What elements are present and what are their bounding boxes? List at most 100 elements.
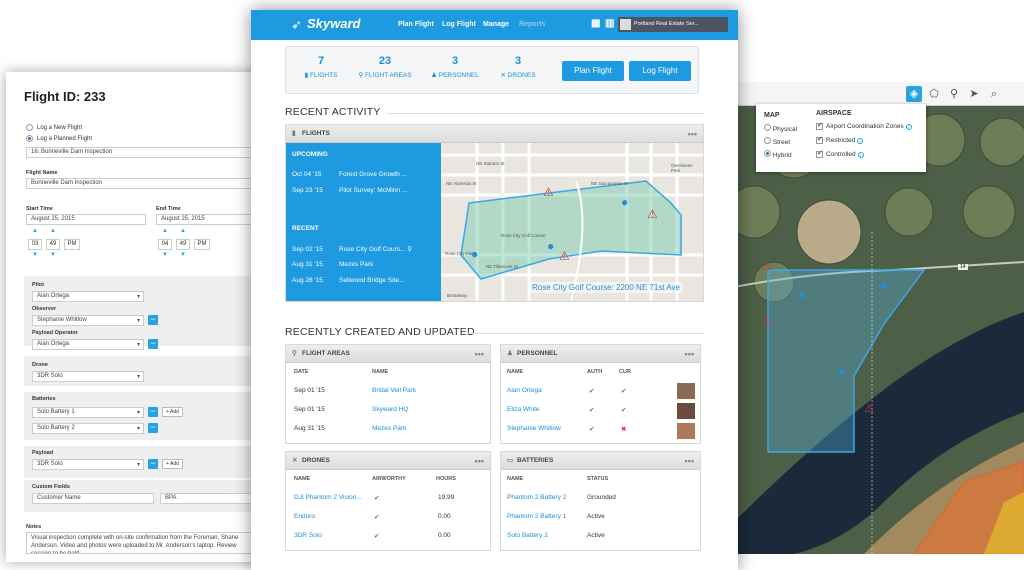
end-hour-up-icon[interactable]: ▲: [162, 228, 168, 234]
flight-name-input[interactable]: Bonneville Dam Inspection: [26, 178, 262, 189]
flight-area-link[interactable]: Mezes Park: [372, 425, 407, 432]
payload-select[interactable]: 3DR Solo: [32, 459, 144, 470]
organization-icon[interactable]: ▥: [605, 18, 615, 29]
flight-area-link[interactable]: Skyward HQ: [372, 406, 409, 413]
log-flight-button[interactable]: Log Flight: [629, 61, 691, 81]
stat-personnel[interactable]: 3 ♟ PERSONNEL: [431, 55, 479, 79]
drone-select[interactable]: 3DR Solo: [32, 371, 144, 382]
list-item[interactable]: Sep 02 '15 Rose City Golf Cours... ⚲: [292, 246, 413, 253]
pilot-select[interactable]: Alan Ortega: [32, 291, 144, 302]
planned-flight-field[interactable]: 16: Bonneville Dam Inspection: [26, 147, 262, 158]
remove-payload-button[interactable]: −: [148, 459, 158, 469]
map-pin-icon[interactable]: ●: [547, 239, 555, 253]
drone-link[interactable]: Enduro: [294, 513, 315, 520]
battery-1-select[interactable]: Solo Battery 1: [32, 407, 144, 418]
list-item[interactable]: Oct 04 '15 Forest Grove Growth ...: [292, 171, 407, 178]
remove-observer-button[interactable]: −: [148, 315, 158, 325]
warning-icon[interactable]: ⚠: [559, 249, 570, 263]
more-menu-icon[interactable]: •••: [684, 349, 694, 359]
end-ampm[interactable]: PM: [194, 239, 210, 250]
map-pin-icon[interactable]: ●: [798, 288, 806, 302]
info-icon[interactable]: i: [857, 151, 864, 158]
warning-icon[interactable]: ⚠: [543, 185, 554, 199]
battery-link[interactable]: Solo Battery 2: [507, 532, 548, 539]
navigate-icon[interactable]: ➤: [969, 88, 979, 100]
remove-battery-2-button[interactable]: −: [148, 423, 158, 433]
person-link[interactable]: Alan Ortega: [507, 387, 542, 394]
log-new-option[interactable]: Log a New Flight: [26, 124, 82, 131]
hour-up-icon[interactable]: ▲: [32, 228, 38, 234]
more-menu-icon[interactable]: •••: [474, 349, 484, 359]
start-ampm[interactable]: PM: [64, 239, 80, 250]
notes-textarea[interactable]: Visual inspection complete with on-site …: [26, 532, 262, 554]
layers-icon[interactable]: ◈: [906, 86, 922, 102]
more-menu-icon[interactable]: •••: [687, 129, 697, 139]
drone-link[interactable]: DJI Phantom 2 Vision...: [294, 494, 362, 501]
list-item[interactable]: Aug 31 '15 Mezes Park: [292, 261, 374, 268]
start-date-input[interactable]: August 25, 2015: [26, 214, 146, 225]
observer-select[interactable]: Stephanie Whitlow: [32, 315, 144, 326]
draw-shape-icon[interactable]: ⬠: [929, 88, 939, 100]
end-hour[interactable]: 04: [158, 239, 172, 250]
battery-link[interactable]: Phantom 2 Battery 2: [507, 494, 567, 501]
warning-icon[interactable]: ⚠: [762, 261, 772, 273]
account-menu[interactable]: Portland Real Estate Ser...: [618, 17, 728, 32]
minute-up-icon[interactable]: ▲: [50, 228, 56, 234]
map-option-physical[interactable]: Physical: [764, 124, 797, 133]
remove-battery-1-button[interactable]: −: [148, 407, 158, 417]
log-planned-option[interactable]: Log a Planned Flight: [26, 135, 92, 142]
end-minute-down-icon[interactable]: ▼: [180, 252, 186, 258]
map-option-street[interactable]: Street: [764, 137, 790, 146]
nav-manage[interactable]: Manage: [483, 21, 510, 28]
drone-link[interactable]: 3DR Solo: [294, 532, 322, 539]
map-pin-icon[interactable]: ●: [838, 364, 846, 378]
more-menu-icon[interactable]: •••: [684, 456, 694, 466]
plan-flight-button[interactable]: Plan Flight: [562, 61, 624, 81]
info-icon[interactable]: i: [857, 137, 864, 144]
nav-reports[interactable]: Reports: [519, 21, 546, 28]
add-battery-button[interactable]: + Add: [162, 407, 183, 417]
stat-drones[interactable]: 3 ✕ DRONES: [500, 55, 536, 79]
custom-field-value[interactable]: BPA: [160, 493, 260, 504]
brand-logo[interactable]: Skyward: [307, 16, 361, 31]
end-hour-down-icon[interactable]: ▼: [162, 252, 168, 258]
person-link[interactable]: Eliza White: [507, 406, 540, 413]
map-pin-icon[interactable]: ●: [880, 278, 888, 292]
end-date-input[interactable]: August 25, 2015: [156, 214, 262, 225]
stat-flight-areas[interactable]: 23 ⚲ FLIGHT AREAS: [358, 55, 412, 79]
warning-icon[interactable]: ⚠: [762, 315, 772, 327]
person-link[interactable]: Stephanie Whitlow: [507, 425, 561, 432]
remove-payload-operator-button[interactable]: −: [148, 339, 158, 349]
info-icon[interactable]: i: [905, 123, 912, 130]
map-pin-icon[interactable]: ●: [471, 247, 479, 261]
start-hour[interactable]: 03: [28, 239, 42, 250]
stat-flights[interactable]: 7 ▮ FLIGHTS: [304, 55, 338, 79]
custom-field-name[interactable]: Customer Name: [32, 493, 154, 504]
add-payload-button[interactable]: + Add: [162, 459, 183, 469]
search-icon[interactable]: ⌕: [990, 88, 998, 100]
nav-log-flight[interactable]: Log Flight: [442, 21, 476, 28]
location-pin-icon[interactable]: ⚲: [949, 88, 959, 100]
map-pin-icon[interactable]: ●: [621, 195, 629, 209]
payload-operator-select[interactable]: Alan Ortega: [32, 339, 144, 350]
flight-area-link[interactable]: Bridal Veil Park: [372, 387, 417, 394]
end-minute[interactable]: 49: [176, 239, 190, 250]
battery-2-select[interactable]: Solo Battery 2: [32, 423, 144, 434]
list-item[interactable]: Sep 23 '15 Pilot Survey: McMinn ...: [292, 187, 408, 194]
more-menu-icon[interactable]: •••: [474, 456, 484, 466]
minute-down-icon[interactable]: ▼: [50, 252, 56, 258]
list-item[interactable]: Aug 26 '15 Sellwood Bridge Site...: [292, 277, 405, 284]
hour-down-icon[interactable]: ▼: [32, 252, 38, 258]
warning-icon[interactable]: ⚠: [864, 403, 874, 415]
end-minute-up-icon[interactable]: ▲: [180, 228, 186, 234]
battery-link[interactable]: Phantom 2 Battery 1: [507, 513, 567, 520]
calendar-icon[interactable]: ▦: [591, 18, 601, 29]
nav-plan-flight[interactable]: Plan Flight: [398, 21, 434, 28]
start-minute[interactable]: 49: [46, 239, 60, 250]
map-option-hybrid[interactable]: Hybrid: [764, 150, 792, 159]
warning-icon[interactable]: ⚠: [647, 207, 658, 221]
flight-map[interactable]: NE Stanton St NE Alameda St NE Sacrament…: [441, 143, 703, 301]
